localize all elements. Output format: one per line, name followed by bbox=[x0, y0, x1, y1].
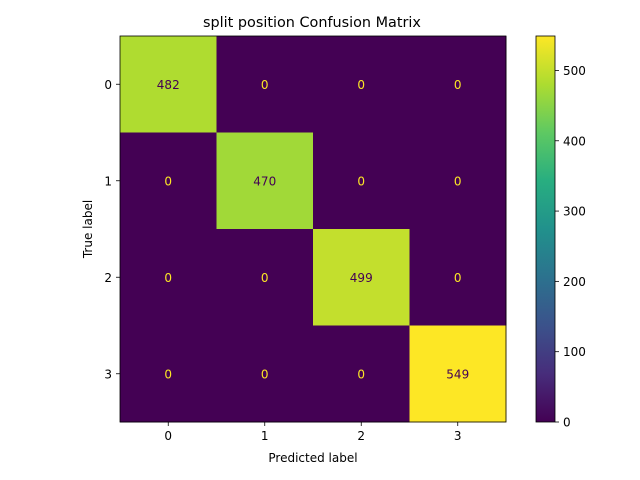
heatmap-cells bbox=[120, 36, 507, 423]
y-tick-label: 0 bbox=[104, 78, 112, 92]
colorbar-tick-label: 300 bbox=[563, 205, 586, 219]
y-tick-label: 2 bbox=[104, 271, 112, 285]
heatmap-cell bbox=[120, 132, 217, 230]
colorbar-tick-label: 0 bbox=[563, 416, 571, 430]
heatmap-cell bbox=[216, 132, 314, 230]
colorbar-tick-label: 200 bbox=[563, 275, 586, 289]
cell-value-label: 0 bbox=[454, 174, 462, 188]
x-tick-label: 2 bbox=[357, 429, 365, 443]
heatmap-cell bbox=[120, 325, 217, 423]
heatmap-cell bbox=[313, 36, 410, 133]
heatmap-cell bbox=[313, 229, 410, 326]
cell-value-label: 0 bbox=[454, 271, 462, 285]
heatmap-cell bbox=[409, 325, 507, 423]
cell-value-label: 0 bbox=[164, 271, 172, 285]
x-tick-label: 1 bbox=[261, 429, 269, 443]
cell-value-label: 0 bbox=[261, 367, 269, 381]
heatmap-cell bbox=[313, 325, 410, 423]
heatmap-cell bbox=[409, 132, 507, 230]
colorbar-tick-label: 500 bbox=[563, 64, 586, 78]
colorbar-ticks: 0 100 200 300 400 500 bbox=[555, 64, 586, 430]
cell-value-label: 0 bbox=[357, 174, 365, 188]
heatmap-cell bbox=[313, 132, 410, 230]
cell-value-label: 499 bbox=[350, 271, 373, 285]
y-axis-label: True label bbox=[81, 200, 95, 259]
cell-value-label: 0 bbox=[357, 78, 365, 92]
x-axis-ticks: 0 1 2 3 bbox=[164, 422, 462, 443]
heatmap-cell bbox=[409, 36, 507, 133]
heatmap-cell-labels: 482 0 0 0 0 470 0 0 0 0 499 0 0 0 0 549 bbox=[157, 78, 469, 382]
x-tick-label: 0 bbox=[164, 429, 172, 443]
cell-value-label: 482 bbox=[157, 78, 180, 92]
x-tick-label: 3 bbox=[454, 429, 462, 443]
cell-value-label: 470 bbox=[253, 174, 276, 188]
colorbar-tick-label: 100 bbox=[563, 345, 586, 359]
y-tick-label: 3 bbox=[104, 367, 112, 381]
heatmap-cell bbox=[216, 36, 314, 133]
heatmap-cell bbox=[216, 325, 314, 423]
cell-value-label: 0 bbox=[164, 367, 172, 381]
y-tick-label: 1 bbox=[104, 174, 112, 188]
heatmap-cell bbox=[216, 229, 314, 326]
heatmap-cell bbox=[409, 229, 507, 326]
colorbar-tick-label: 400 bbox=[563, 134, 586, 148]
cell-value-label: 0 bbox=[164, 174, 172, 188]
cell-value-label: 0 bbox=[357, 367, 365, 381]
heatmap-cell bbox=[120, 229, 217, 326]
cell-value-label: 0 bbox=[261, 271, 269, 285]
y-axis-ticks: 0 1 2 3 bbox=[104, 78, 120, 381]
colorbar bbox=[535, 35, 556, 423]
cell-value-label: 0 bbox=[454, 78, 462, 92]
chart-title: split position Confusion Matrix bbox=[203, 15, 421, 31]
heatmap-cell bbox=[120, 36, 217, 133]
x-axis-label: Predicted label bbox=[268, 451, 357, 465]
plot-frame bbox=[119, 35, 507, 423]
cell-value-label: 0 bbox=[261, 78, 269, 92]
cell-value-label: 549 bbox=[446, 367, 469, 381]
